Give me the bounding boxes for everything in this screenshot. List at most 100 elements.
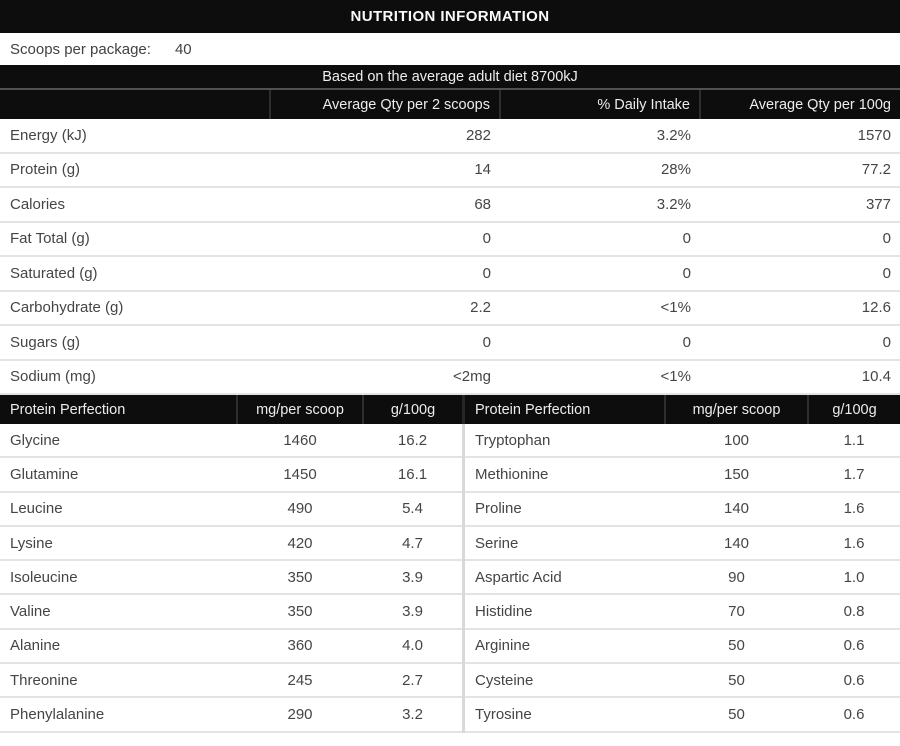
amino-acid-name: Glutamine — [0, 457, 237, 493]
table-row: Isoleucine 350 3.9 — [0, 560, 462, 596]
qty-per-2-scoops: 14 — [270, 152, 500, 188]
amino-header-mg: mg/per scoop — [664, 395, 808, 424]
qty-per-2-scoops: 2.2 — [270, 290, 500, 326]
amino-g-per-100g: 16.2 — [363, 424, 462, 459]
amino-mg-per-scoop: 50 — [665, 697, 808, 733]
table-row: Phenylalanine 290 3.2 — [0, 697, 462, 733]
scoops-per-package-row: Scoops per package: 40 — [0, 33, 900, 65]
amino-g-per-100g: 1.6 — [808, 491, 900, 527]
amino-mg-per-scoop: 140 — [665, 491, 808, 527]
amino-acid-name: Tyrosine — [465, 697, 665, 733]
amino-g-per-100g: 1.7 — [808, 457, 900, 493]
table-row: Aspartic Acid 90 1.0 — [465, 560, 900, 596]
table-row: Tryptophan 100 1.1 — [465, 424, 900, 459]
amino-mg-per-scoop: 70 — [665, 594, 808, 630]
row-label: Fat Total (g) — [0, 221, 270, 257]
amino-g-per-100g: 0.6 — [808, 663, 900, 699]
table-row: Fat Total (g) 0 0 0 — [0, 221, 900, 257]
amino-mg-per-scoop: 245 — [237, 663, 363, 699]
row-label: Energy (kJ) — [0, 119, 270, 154]
amino-mg-per-scoop: 360 — [237, 628, 363, 665]
amino-g-per-100g: 4.0 — [363, 628, 462, 665]
amino-table-left: Protein Perfection mg/per scoop g/100g G… — [0, 395, 462, 733]
amino-mg-per-scoop: 350 — [237, 594, 363, 630]
table-row: Arginine 50 0.6 — [465, 628, 900, 665]
column-header-qty-per-2-scoops: Average Qty per 2 scoops — [269, 90, 500, 119]
amino-acid-name: Proline — [465, 491, 665, 527]
qty-per-100g: 0 — [700, 256, 900, 292]
table-row: Tyrosine 50 0.6 — [465, 697, 900, 733]
amino-acid-name: Histidine — [465, 594, 665, 630]
table-row: Proline 140 1.6 — [465, 491, 900, 527]
amino-acid-name: Methionine — [465, 457, 665, 493]
amino-g-per-100g: 3.2 — [363, 697, 462, 733]
qty-per-2-scoops: 282 — [270, 119, 500, 154]
table-row: Sugars (g) 0 0 0 — [0, 325, 900, 361]
amino-g-per-100g: 1.1 — [808, 424, 900, 459]
main-nutrition-table: Average Qty per 2 scoops % Daily Intake … — [0, 90, 900, 395]
table-row: Serine 140 1.6 — [465, 525, 900, 562]
amino-mg-per-scoop: 100 — [665, 424, 808, 459]
qty-per-100g: 0 — [700, 221, 900, 257]
amino-g-per-100g: 16.1 — [363, 457, 462, 493]
amino-g-per-100g: 4.7 — [363, 525, 462, 562]
amino-header-name: Protein Perfection — [465, 395, 665, 424]
main-header-row: Average Qty per 2 scoops % Daily Intake … — [0, 90, 900, 119]
column-header-blank — [0, 90, 270, 119]
amino-g-per-100g: 0.8 — [808, 594, 900, 630]
table-row: Threonine 245 2.7 — [0, 663, 462, 699]
amino-g-per-100g: 0.6 — [808, 628, 900, 665]
table-row: Protein (g) 14 28% 77.2 — [0, 152, 900, 188]
row-label: Sodium (mg) — [0, 359, 270, 395]
qty-per-100g: 12.6 — [700, 290, 900, 326]
table-row: Leucine 490 5.4 — [0, 491, 462, 527]
qty-per-2-scoops: 0 — [270, 221, 500, 257]
amino-mg-per-scoop: 150 — [665, 457, 808, 493]
table-row: Glycine 1460 16.2 — [0, 424, 462, 459]
qty-per-100g: 10.4 — [700, 359, 900, 395]
amino-acid-name: Aspartic Acid — [465, 560, 665, 596]
qty-per-100g: 377 — [700, 187, 900, 223]
qty-per-100g: 77.2 — [700, 152, 900, 188]
amino-header-name: Protein Perfection — [0, 395, 237, 424]
page-title: NUTRITION INFORMATION — [350, 8, 550, 25]
amino-acid-name: Isoleucine — [0, 560, 237, 596]
table-row: Alanine 360 4.0 — [0, 628, 462, 665]
qty-per-2-scoops: 0 — [270, 325, 500, 361]
daily-intake: 0 — [500, 221, 700, 257]
table-row: Cysteine 50 0.6 — [465, 663, 900, 699]
amino-g-per-100g: 3.9 — [363, 594, 462, 630]
amino-acid-name: Tryptophan — [465, 424, 665, 459]
daily-intake: <1% — [500, 359, 700, 395]
amino-acid-name: Lysine — [0, 525, 237, 562]
table-row: Valine 350 3.9 — [0, 594, 462, 630]
amino-header-row: Protein Perfection mg/per scoop g/100g — [465, 395, 900, 424]
table-row: Carbohydrate (g) 2.2 <1% 12.6 — [0, 290, 900, 326]
amino-mg-per-scoop: 50 — [665, 628, 808, 665]
amino-acid-section: Protein Perfection mg/per scoop g/100g G… — [0, 395, 900, 733]
amino-mg-per-scoop: 490 — [237, 491, 363, 527]
amino-acid-name: Serine — [465, 525, 665, 562]
ingredients-text: Protein Perfection Amino Acid Blend, Nat… — [9, 744, 849, 746]
amino-mg-per-scoop: 90 — [665, 560, 808, 596]
table-row: Energy (kJ) 282 3.2% 1570 — [0, 119, 900, 154]
amino-header-g: g/100g — [362, 395, 462, 424]
amino-acid-name: Alanine — [0, 628, 237, 665]
amino-mg-per-scoop: 420 — [237, 525, 363, 562]
amino-g-per-100g: 2.7 — [363, 663, 462, 699]
title-bar: NUTRITION INFORMATION — [0, 0, 900, 33]
column-header-qty-per-100g: Average Qty per 100g — [699, 90, 900, 119]
row-label: Calories — [0, 187, 270, 223]
amino-g-per-100g: 0.6 — [808, 697, 900, 733]
amino-g-per-100g: 1.6 — [808, 525, 900, 562]
qty-per-2-scoops: 68 — [270, 187, 500, 223]
daily-intake: 28% — [500, 152, 700, 188]
ingredients-section: Ingredients:Protein Perfection Amino Aci… — [0, 733, 900, 746]
amino-acid-name: Leucine — [0, 491, 237, 527]
amino-mg-per-scoop: 1450 — [237, 457, 363, 493]
amino-mg-per-scoop: 350 — [237, 560, 363, 596]
diet-note: Based on the average adult diet 8700kJ — [322, 68, 578, 85]
row-label: Protein (g) — [0, 152, 270, 188]
amino-g-per-100g: 1.0 — [808, 560, 900, 596]
